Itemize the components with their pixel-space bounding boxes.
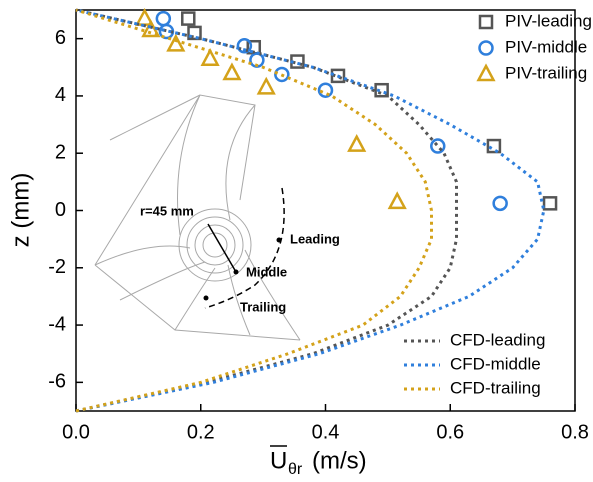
x-tick-label: 0.2 <box>187 421 215 443</box>
data-point <box>430 138 446 154</box>
legend-marker <box>478 40 494 56</box>
y-tick-label: 0 <box>55 199 66 221</box>
legend-marker <box>478 14 494 30</box>
x-tick-label: 0.4 <box>312 421 340 443</box>
data-point <box>200 48 220 66</box>
data-point <box>274 66 290 83</box>
y-tick-label: -6 <box>48 371 66 393</box>
x-axis-label-unit: (m/s) <box>312 447 367 474</box>
legend-label: PIV-trailing <box>505 63 587 82</box>
y-axis-label: z (mm) <box>7 173 34 248</box>
legend-marker <box>476 63 496 82</box>
data-point <box>222 62 242 81</box>
hub <box>202 232 228 258</box>
y-tick-label: 4 <box>55 84 66 106</box>
legend-label: CFD-leading <box>450 330 545 349</box>
data-point <box>387 191 407 210</box>
y-tick-label: -2 <box>48 256 66 278</box>
x-tick-label: 0.6 <box>436 421 464 443</box>
data-point <box>155 10 172 27</box>
hub <box>178 208 252 282</box>
data-point <box>236 38 253 54</box>
data-point <box>347 133 367 152</box>
annotation: Leading <box>290 231 340 246</box>
cfd-line <box>75 8 458 413</box>
impeller-inset <box>94 94 301 341</box>
radius-line <box>207 223 237 273</box>
blade <box>119 261 206 301</box>
x-axis-label: U <box>270 447 287 474</box>
blade <box>177 94 201 236</box>
data-point <box>486 138 502 154</box>
data-point <box>317 82 334 98</box>
impeller-outline <box>109 94 201 141</box>
annotation: r=45 mm <box>140 203 194 218</box>
y-tick-label: 6 <box>55 27 66 49</box>
legend-label: CFD-middle <box>450 354 541 373</box>
data-point <box>256 76 276 95</box>
data-point <box>181 11 196 26</box>
data-point <box>542 196 558 211</box>
blade <box>244 249 301 341</box>
blade <box>227 264 251 336</box>
probe-point <box>276 237 282 243</box>
hub <box>186 216 244 274</box>
x-tick-label: 0.0 <box>62 421 90 443</box>
blade <box>174 267 216 331</box>
y-tick-label: 2 <box>55 141 66 163</box>
blade <box>94 245 191 266</box>
probe-point <box>203 295 209 301</box>
hub <box>194 224 236 266</box>
annotation: Middle <box>246 264 287 279</box>
data-point <box>187 25 202 41</box>
data-point <box>166 33 186 52</box>
y-tick-label: -4 <box>48 313 66 335</box>
legend-label: PIV-middle <box>505 37 587 56</box>
cfd-line <box>75 8 546 413</box>
annotation: Trailing <box>240 299 286 314</box>
impeller-outline <box>94 94 256 266</box>
data-point <box>330 68 346 84</box>
legend-label: PIV-leading <box>505 11 592 30</box>
legend-label: CFD-trailing <box>450 378 541 397</box>
x-tick-label: 0.8 <box>561 421 589 443</box>
x-axis-label-sub: θr <box>288 461 303 478</box>
radius-arc <box>204 187 285 309</box>
data-point <box>374 82 389 98</box>
blade <box>225 104 256 221</box>
data-point <box>492 195 508 212</box>
cfd-line <box>75 8 433 413</box>
probe-point <box>233 269 239 275</box>
